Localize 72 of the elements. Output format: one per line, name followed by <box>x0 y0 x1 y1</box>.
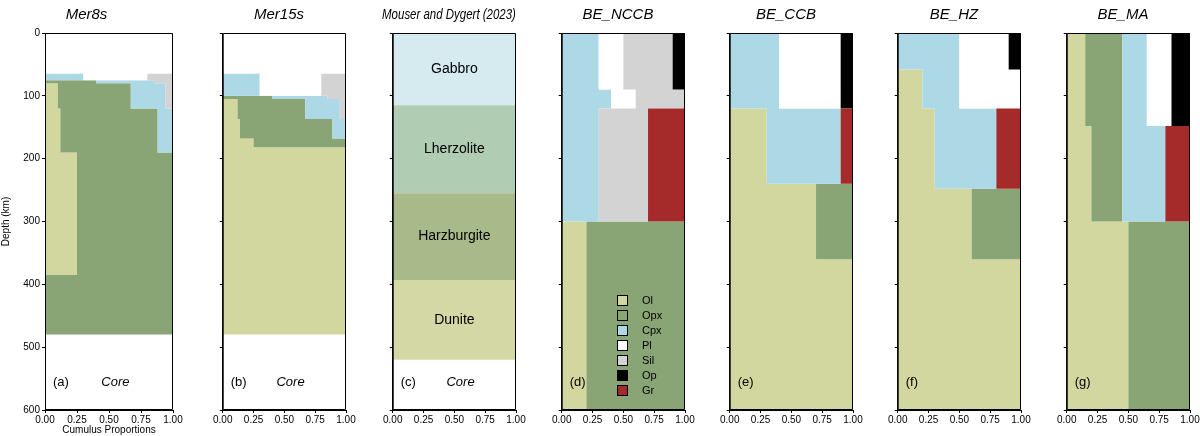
x-tick-label: 0.75 <box>131 413 152 425</box>
chart-title: Mer8s <box>65 5 108 23</box>
x-tick-label: 0.75 <box>1149 413 1170 425</box>
x-tick-label: 0.00 <box>383 413 403 425</box>
y-tick-label: 100 <box>23 89 41 101</box>
y-axis-title: Depth (km) <box>0 196 11 247</box>
x-tick-label: 0.75 <box>475 413 496 425</box>
x-tick-label: 1.00 <box>1011 413 1032 425</box>
annotation: (e) <box>737 373 754 389</box>
legend-label: Ol <box>642 293 653 306</box>
x-tick-label: 0.50 <box>613 413 634 425</box>
y-tick-label: 200 <box>23 152 41 164</box>
legend-label: Sil <box>642 353 655 366</box>
annotation: (d) <box>569 373 586 389</box>
x-tick-label: 0.50 <box>949 413 970 425</box>
x-tick-label: 0.50 <box>274 413 295 425</box>
x-tick-label: 0.75 <box>305 413 326 425</box>
x-tick-label: 1.00 <box>336 413 357 425</box>
x-tick-label: 0.25 <box>413 413 434 425</box>
x-tick-label: 1.00 <box>675 413 696 425</box>
x-tick-label: 0.25 <box>918 413 939 425</box>
band-label: Lherzolite <box>424 140 485 157</box>
annotation: (a) <box>53 373 69 389</box>
x-tick-label: 0.25 <box>243 413 264 425</box>
legend-label: Cpx <box>642 323 663 336</box>
x-tick-label: 0.00 <box>888 413 908 425</box>
x-tick-label: 0.75 <box>644 413 665 425</box>
x-tick-label: 0.00 <box>213 413 233 425</box>
legend-label: Pl <box>642 338 652 351</box>
chart-title: BE_NCCB <box>582 5 654 23</box>
x-tick-label: 1.00 <box>843 413 864 425</box>
legend-label: Opx <box>642 308 663 321</box>
annotation: (b) <box>230 373 247 389</box>
x-tick-label: 0.75 <box>980 413 1001 425</box>
x-tick-label: 0.75 <box>812 413 833 425</box>
annotation: Core <box>101 373 130 389</box>
x-tick-label: 0.00 <box>552 413 572 425</box>
y-tick-label: 400 <box>23 278 41 290</box>
x-axis-title: Cumulus Proportions <box>62 423 156 435</box>
band-label: Harzburgite <box>418 227 491 244</box>
x-tick-label: 1.00 <box>506 413 527 425</box>
x-tick-label: 0.25 <box>750 413 771 425</box>
chart-title: BE_HZ <box>929 5 979 23</box>
chart-title: BE_MA <box>1097 5 1149 23</box>
x-tick-label: 0.50 <box>444 413 465 425</box>
y-tick-label: 600 <box>23 403 41 415</box>
x-tick-label: 0.25 <box>582 413 603 425</box>
band-label: Gabbro <box>431 59 478 76</box>
chart-title: Mouser and Dygert (2023) <box>382 5 516 23</box>
x-tick-label: 0.00 <box>35 413 56 425</box>
chart-title: BE_CCB <box>755 5 817 23</box>
annotation: (g) <box>1074 373 1091 389</box>
x-tick-label: 0.25 <box>67 413 88 425</box>
x-tick-label: 1.00 <box>163 413 184 425</box>
x-tick-label: 0.00 <box>1057 413 1077 425</box>
chart-title: Mer15s <box>253 5 305 23</box>
legend-label: Gr <box>642 383 655 396</box>
band-label: Dunite <box>434 310 475 327</box>
annotation: (c) <box>400 373 416 389</box>
x-tick-label: 0.50 <box>1118 413 1139 425</box>
legend-label: Op <box>642 368 657 381</box>
annotation: (f) <box>905 373 919 389</box>
x-tick-label: 0.50 <box>99 413 120 425</box>
x-tick-label: 0.00 <box>720 413 740 425</box>
annotation: Core <box>276 373 305 389</box>
y-tick-label: 0 <box>34 26 41 38</box>
y-tick-label: 500 <box>23 340 41 352</box>
x-tick-label: 0.25 <box>1087 413 1108 425</box>
x-tick-label: 1.00 <box>1180 413 1200 425</box>
y-tick-label: 300 <box>23 215 41 227</box>
annotation: Core <box>446 373 475 389</box>
x-tick-label: 0.50 <box>781 413 802 425</box>
